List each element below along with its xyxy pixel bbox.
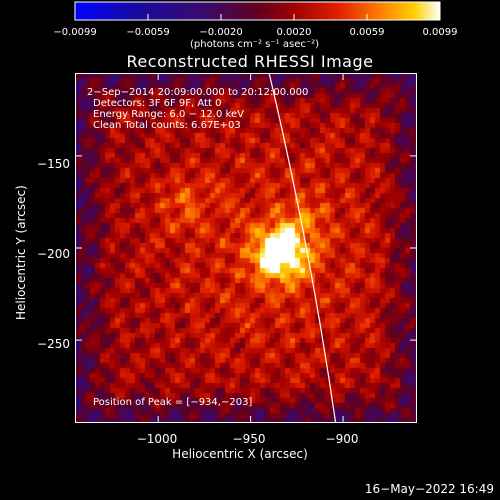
colorbar-tick: 0.0020 xyxy=(276,27,312,38)
annotation-counts: Clean Total counts: 6.67E+03 xyxy=(93,120,241,131)
x-tick-label: −1000 xyxy=(136,432,178,446)
y-tick-label: −150 xyxy=(37,157,70,171)
heatmap-image xyxy=(75,73,417,423)
solar-limb-line xyxy=(268,73,337,423)
x-tick-label: −900 xyxy=(325,432,359,446)
colorbar-tick: −0.0020 xyxy=(199,27,243,38)
colorbar-gradient xyxy=(74,1,441,21)
colorbar xyxy=(74,1,441,21)
chart-title: Reconstructed RHESSI Image xyxy=(126,52,374,71)
x-tick-label: −950 xyxy=(232,432,266,446)
colorbar-tick: −0.0099 xyxy=(53,27,97,38)
colorbar-tick: −0.0059 xyxy=(126,27,170,38)
peak-position-label: Position of Peak = [−934,−203] xyxy=(93,397,253,408)
plot-area: 2−Sep−2014 20:09:00.000 to 20:12:00.000 … xyxy=(75,73,417,423)
colorbar-unit-label: (photons cm⁻² s⁻¹ asec⁻²) xyxy=(190,39,320,50)
annotation-time: 2−Sep−2014 20:09:00.000 to 20:12:00.000 xyxy=(87,87,309,98)
annotation-energy: Energy Range: 6.0 − 12.0 keV xyxy=(93,109,244,120)
y-tick-label: −200 xyxy=(37,247,70,261)
x-axis-label: Heliocentric X (arcsec) xyxy=(172,447,308,461)
annotation-detectors: Detectors: 3F 6F 9F, Att 0 xyxy=(93,98,222,109)
plot-overlay xyxy=(75,73,417,423)
colorbar-tick: 0.0099 xyxy=(422,27,458,38)
y-tick-label: −250 xyxy=(37,337,70,351)
colorbar-tick: 0.0059 xyxy=(349,27,385,38)
footer-timestamp: 16−May−2022 16:49 xyxy=(364,482,494,496)
y-axis-label: Heliocentric Y (arcsec) xyxy=(14,185,28,320)
